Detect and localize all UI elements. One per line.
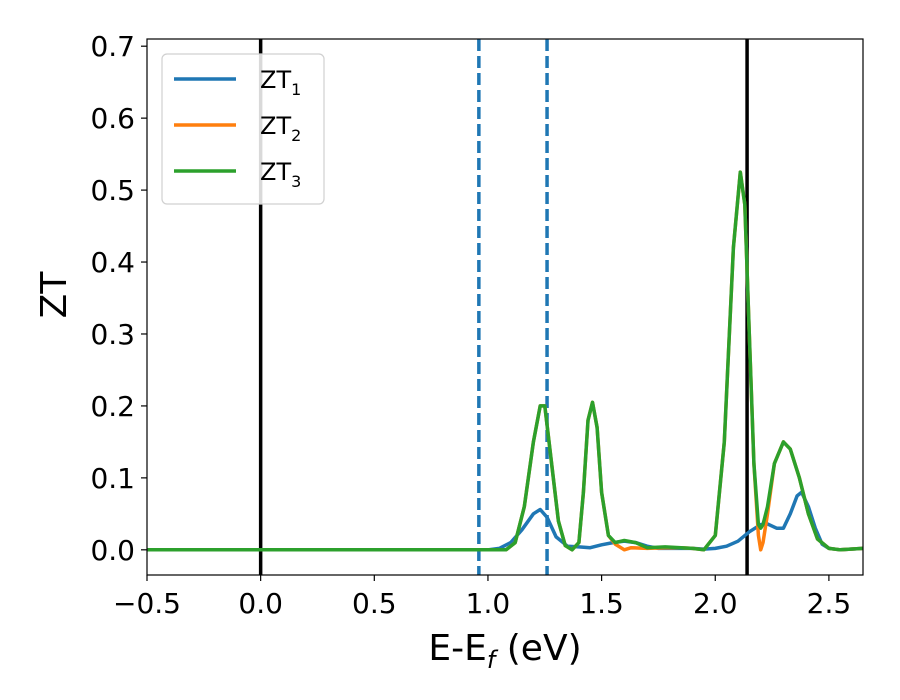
y-tick-label: 0.1 [90,462,135,495]
y-tick-label: 0.2 [90,390,135,423]
x-tick-label: 2.5 [807,587,852,620]
axes: −0.5 0.0 0.5 1.0 1.5 2.0 2.5 0.0 0.1 0.2 0.3 0.4 0.5… [90,30,864,620]
x-tick-label: 0.0 [238,587,283,620]
series-group [147,39,863,575]
y-tick-label: 0.6 [90,102,135,135]
x-tick-label: 1.0 [466,587,511,620]
y-tick-label: 0.0 [90,534,135,567]
legend-label-1: ZT1 [260,66,301,99]
series-line-3 [147,170,863,552]
x-tick-label: 1.5 [579,587,624,620]
legend-box [161,53,325,205]
plot-area [147,39,863,575]
y-tick-label: 0.7 [90,30,135,63]
y-axis-title: ZT [34,271,75,319]
y-tick-label: 0.3 [90,318,135,351]
x-tick-label: 2.0 [693,587,738,620]
axes-frame [146,38,864,576]
legend-label-2: ZT2 [260,112,301,145]
x-tick-label: 0.5 [352,587,397,620]
x-tick-label: −0.5 [113,587,181,620]
legend: ZT1 ZT2 ZT3 [161,53,325,205]
x-axis-title: E-Ef (eV) [428,628,581,674]
y-tick-label: 0.5 [90,174,135,207]
y-tick-label: 0.4 [90,246,135,279]
legend-label-3: ZT3 [260,158,301,191]
